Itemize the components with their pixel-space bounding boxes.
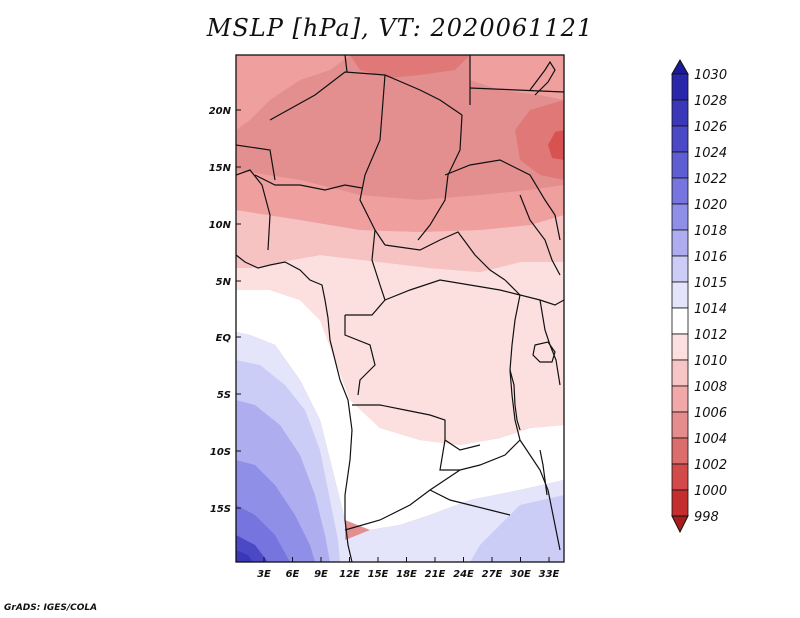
lon-tick-label: 15E xyxy=(368,569,389,580)
border-niger-chad xyxy=(359,74,386,246)
border-mozambique xyxy=(519,439,561,551)
field-1013-central xyxy=(236,255,564,445)
coastline-west-africa xyxy=(236,254,353,562)
lon-tick-label: 3E xyxy=(257,569,271,580)
field-1014-coast xyxy=(236,290,564,530)
field-1010-top-left xyxy=(236,55,350,130)
field-1012-band xyxy=(236,210,564,272)
field-1010-band xyxy=(236,170,564,232)
border-sahel xyxy=(236,144,276,181)
lat-tick-label: 10N xyxy=(209,220,232,231)
colorbar-level-label: 1024 xyxy=(694,146,727,161)
colorbar-level-label: 1026 xyxy=(694,120,727,135)
colorbar-swatch xyxy=(671,73,689,101)
lon-tick-label: 24E xyxy=(453,569,474,580)
border-chad-east xyxy=(417,114,463,241)
border-sahara-west xyxy=(344,55,348,73)
field-1006-north xyxy=(350,55,470,78)
lon-tick-label: 21E xyxy=(425,569,446,580)
border-ethiopia xyxy=(519,194,561,276)
colorbar-top-arrow xyxy=(671,58,689,75)
lon-tick-label: 6E xyxy=(286,569,300,580)
lat-tick-label: EQ xyxy=(216,333,232,344)
border-sudan-south xyxy=(444,159,561,241)
border-egypt-sudan xyxy=(469,87,564,93)
colorbar-swatch xyxy=(671,177,689,205)
colorbar-swatch xyxy=(671,255,689,283)
colorbar-swatch xyxy=(671,281,689,309)
colorbar-level-label: 998 xyxy=(694,510,719,525)
lat-tick-label: 15N xyxy=(209,163,232,174)
lat-tick-label: 20N xyxy=(209,106,232,117)
lon-tick-label: 33E xyxy=(539,569,560,580)
lon-tick-label: 18E xyxy=(396,569,417,580)
colorbar-swatch xyxy=(671,359,689,387)
border-congo xyxy=(344,315,376,396)
red-sea-coast xyxy=(529,60,556,96)
colorbar-swatch xyxy=(671,203,689,231)
field-1016-southeast xyxy=(470,495,564,562)
colorbar-level-label: 1030 xyxy=(694,68,727,83)
colorbar-level-label: 1000 xyxy=(694,484,727,499)
map-frame xyxy=(235,54,565,563)
lon-tick-label: 12E xyxy=(339,569,360,580)
colorbar-level-label: 1015 xyxy=(694,276,727,291)
colorbar-level-label: 1016 xyxy=(694,250,727,265)
border-angola-north xyxy=(352,404,481,451)
colorbar-swatch xyxy=(671,333,689,361)
field-1026-ocean xyxy=(236,550,253,562)
colorbar-swatch xyxy=(671,463,689,491)
border-car-north xyxy=(384,231,506,281)
colorbar-level-label: 1002 xyxy=(694,458,727,473)
pressure-field xyxy=(236,55,564,562)
colorbar-level-label: 1004 xyxy=(694,432,727,447)
lon-tick-label: 30E xyxy=(510,569,531,580)
colorbar-swatch xyxy=(671,229,689,257)
lat-tick-label: 5N xyxy=(216,277,232,288)
border-west-states xyxy=(236,169,271,251)
colorbar-level-label: 1012 xyxy=(694,328,727,343)
colorbar-level-label: 1008 xyxy=(694,380,727,395)
border-nigeria xyxy=(254,174,363,191)
lat-tick-label: 10S xyxy=(210,447,231,458)
lake-malawi xyxy=(539,449,548,496)
lat-tick-label: 5S xyxy=(217,390,231,401)
colorbar-swatch xyxy=(671,385,689,413)
lake-tanganyika xyxy=(509,369,521,431)
colorbar-level-label: 1022 xyxy=(694,172,727,187)
colorbar-swatch xyxy=(671,437,689,465)
colorbar-swatch xyxy=(671,125,689,153)
border-cameroon xyxy=(345,229,386,316)
colorbar-level-label: 1010 xyxy=(694,354,727,369)
lat-tick-label: 15S xyxy=(210,504,231,515)
axis-ticks: 20N 15N 10N 5N EQ 5S 10S 15S 3E 6E 9E 12E 15E 18E 21E 2… xyxy=(209,106,560,580)
colorbar: 1030 1028 1026 1024 1022 1020 1018 1016 1015 1014… xyxy=(671,58,727,534)
grads-credit: GrADS: IGES/COLA xyxy=(4,603,98,613)
map-title: MSLP [hPa], VT: 2020061121 xyxy=(206,14,594,42)
border-angola-south xyxy=(344,469,461,531)
colorbar-bottom-arrow xyxy=(671,515,689,534)
colorbar-swatch xyxy=(671,489,689,517)
country-borders xyxy=(236,55,564,562)
lake-victoria xyxy=(532,341,556,363)
field-1006-east xyxy=(515,100,564,180)
colorbar-level-label: 1014 xyxy=(694,302,727,317)
colorbar-level-label: 1020 xyxy=(694,198,727,213)
colorbar-swatch xyxy=(671,99,689,127)
field-1004-east xyxy=(548,130,564,160)
colorbar-swatch xyxy=(671,307,689,335)
border-botswana xyxy=(429,489,511,516)
colorbar-swatch xyxy=(671,151,689,179)
colorbar-level-label: 1006 xyxy=(694,406,727,421)
colorbar-swatch xyxy=(671,411,689,439)
colorbar-level-label: 1028 xyxy=(694,94,727,109)
border-zambia xyxy=(439,439,521,471)
colorbar-level-label: 1018 xyxy=(694,224,727,239)
border-car-south xyxy=(384,279,521,301)
lon-tick-label: 9E xyxy=(314,569,328,580)
lon-tick-label: 27E xyxy=(482,569,503,580)
